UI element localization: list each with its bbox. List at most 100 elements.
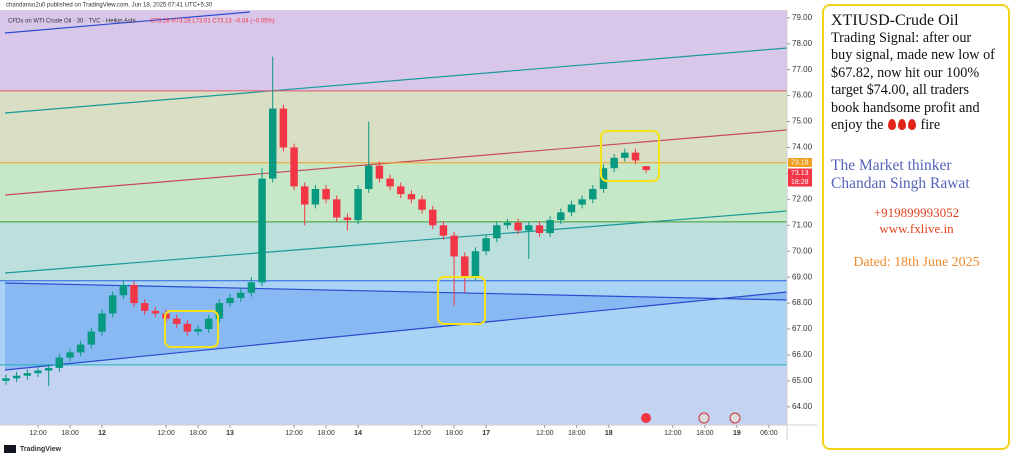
candle-body	[450, 235, 458, 257]
message: XTIUSD-Crude Oil Trading Signal: after ou…	[831, 12, 1002, 135]
zone	[0, 222, 787, 281]
x-tick-label: 12:00	[536, 430, 554, 437]
chart: chandanso2u0 published on TradingView.co…	[0, 3, 817, 453]
trend-line	[4, 11, 251, 34]
candle-body	[23, 373, 32, 376]
candle-body	[631, 152, 640, 161]
candle-body	[589, 188, 597, 200]
candle-body	[140, 303, 149, 311]
x-tick-label: 18:00	[61, 430, 79, 437]
x-tick-label: 12:00	[664, 430, 682, 437]
candle-body	[503, 222, 512, 226]
candle-body	[279, 108, 288, 148]
y-tick-label: 74.00	[792, 143, 813, 152]
drop-icon	[887, 119, 896, 130]
candle-body	[322, 188, 330, 200]
x-tick-label: 18:00	[568, 430, 586, 437]
message-text: fire	[920, 117, 941, 133]
x-tick-label: 19	[733, 430, 741, 437]
candle-body	[567, 204, 576, 213]
x-tick-label: 18	[605, 430, 613, 437]
candle-body	[525, 225, 533, 231]
candle-body	[268, 108, 277, 179]
candle-body	[194, 329, 202, 332]
message-line: book handsome profit and	[831, 99, 980, 116]
candle-body	[2, 378, 10, 381]
x-tick-label: 12	[98, 430, 106, 437]
date: Dated: 18th June 2025	[853, 254, 980, 270]
y-tick-label: 78.00	[792, 39, 813, 48]
x-tick-label: 17	[482, 430, 490, 437]
zone	[0, 365, 787, 425]
candle-body	[12, 375, 21, 379]
candle-body	[461, 256, 469, 278]
trend-line	[4, 47, 788, 114]
y-tick-label: 70.00	[792, 246, 813, 255]
candle-body	[439, 225, 448, 236]
zone	[0, 91, 787, 163]
channel-fill	[5, 283, 787, 370]
event-icon[interactable]	[641, 413, 651, 423]
candle-body	[311, 188, 320, 205]
x-tick-label: 12:00	[29, 430, 47, 437]
trend-line	[4, 291, 788, 371]
candle-body	[354, 188, 362, 221]
price-label-bg	[788, 168, 812, 178]
candle-body	[642, 166, 650, 171]
highlight-box	[600, 130, 660, 182]
x-tick-label: 12:00	[285, 430, 303, 437]
candle-body	[482, 238, 490, 252]
event-icon[interactable]	[698, 412, 710, 424]
brand: TradingView	[20, 446, 62, 453]
event-icon[interactable]	[729, 412, 741, 424]
candle-body	[290, 147, 298, 187]
message-line: enjoy the fire	[831, 117, 1002, 135]
candle-body	[407, 194, 416, 200]
x-tick-label: 18:00	[696, 430, 714, 437]
signature: The Market thinker Chandan Singh Rawat	[831, 157, 1002, 193]
candle-body	[119, 284, 128, 296]
phone: +919899993052	[873, 204, 960, 220]
candle-body	[333, 199, 341, 218]
candle-body	[34, 370, 42, 374]
x-tick-label: 18:00	[189, 430, 207, 437]
candle-body	[87, 331, 96, 345]
candle-body	[471, 251, 480, 278]
candle-body	[130, 284, 138, 304]
candle-body	[386, 178, 394, 187]
candle-body	[151, 310, 160, 314]
highlight-box	[437, 276, 486, 325]
candle-body	[98, 313, 106, 332]
countdown-bg	[788, 177, 812, 187]
signature-line: The Market thinker	[831, 156, 952, 174]
drop-icon	[907, 119, 916, 130]
brand-logo	[4, 445, 16, 453]
candle-body	[66, 352, 74, 358]
x-tick-label: 13	[226, 430, 234, 437]
candle-body	[535, 225, 544, 234]
candle-body	[557, 212, 565, 221]
candle-body	[258, 178, 266, 283]
y-tick-label: 68.00	[792, 298, 813, 307]
message-line: Trading Signal: after our	[831, 29, 972, 46]
y-tick-label: 75.00	[792, 117, 813, 126]
price-axis	[787, 10, 817, 425]
zone	[0, 10, 787, 91]
candle-body	[247, 282, 256, 293]
x-tick-label: 18:00	[445, 430, 463, 437]
candle-body	[397, 186, 405, 195]
candle-body	[236, 292, 245, 298]
candle-body	[204, 318, 213, 330]
y-tick-label: 67.00	[792, 324, 813, 333]
zone	[0, 163, 787, 222]
price-label: 73.13	[791, 170, 809, 177]
x-tick-label: 18:00	[317, 430, 335, 437]
x-tick-label: 12:00	[157, 430, 175, 437]
candle-body	[343, 217, 352, 221]
candle-body	[429, 209, 437, 226]
x-tick-label: 12:00	[413, 430, 431, 437]
candle-body	[76, 344, 85, 353]
candle-body	[183, 323, 192, 332]
drop-icon	[897, 119, 906, 130]
candle-body	[621, 152, 629, 158]
